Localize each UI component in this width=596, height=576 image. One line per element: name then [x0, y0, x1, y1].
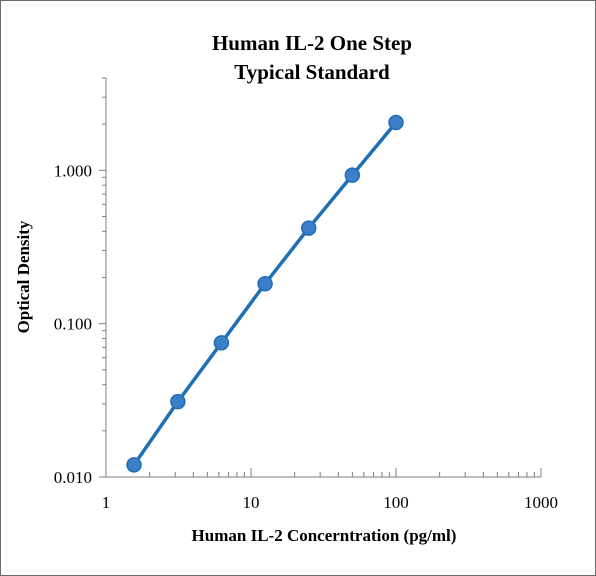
chart-title: Human IL-2 One Step — [212, 31, 412, 55]
y-tick-label: 1.000 — [54, 161, 92, 180]
x-tick-label: 1 — [102, 493, 111, 512]
data-point — [127, 458, 141, 472]
y-axis-label: Optical Density — [14, 220, 33, 333]
x-tick-label: 1000 — [524, 493, 558, 512]
series-group — [127, 116, 403, 472]
data-point — [302, 221, 316, 235]
y-tick-labels: 0.010 0.100 1.000 — [54, 161, 92, 487]
x-tick-label: 10 — [243, 493, 260, 512]
y-tick-label: 0.010 — [54, 468, 92, 487]
data-point — [345, 168, 359, 182]
x-axis-label: Human IL-2 Concerntration (pg/ml) — [192, 526, 457, 545]
y-ticks — [99, 78, 106, 477]
y-tick-label: 0.100 — [54, 315, 92, 334]
data-point — [214, 336, 228, 350]
x-tick-labels: 1 10 100 1000 — [102, 493, 558, 512]
chart-subtitle: Typical Standard — [234, 60, 390, 84]
data-point — [171, 395, 185, 409]
x-tick-label: 100 — [383, 493, 409, 512]
data-point — [258, 277, 272, 291]
data-point — [389, 116, 403, 130]
x-ticks — [106, 468, 541, 477]
